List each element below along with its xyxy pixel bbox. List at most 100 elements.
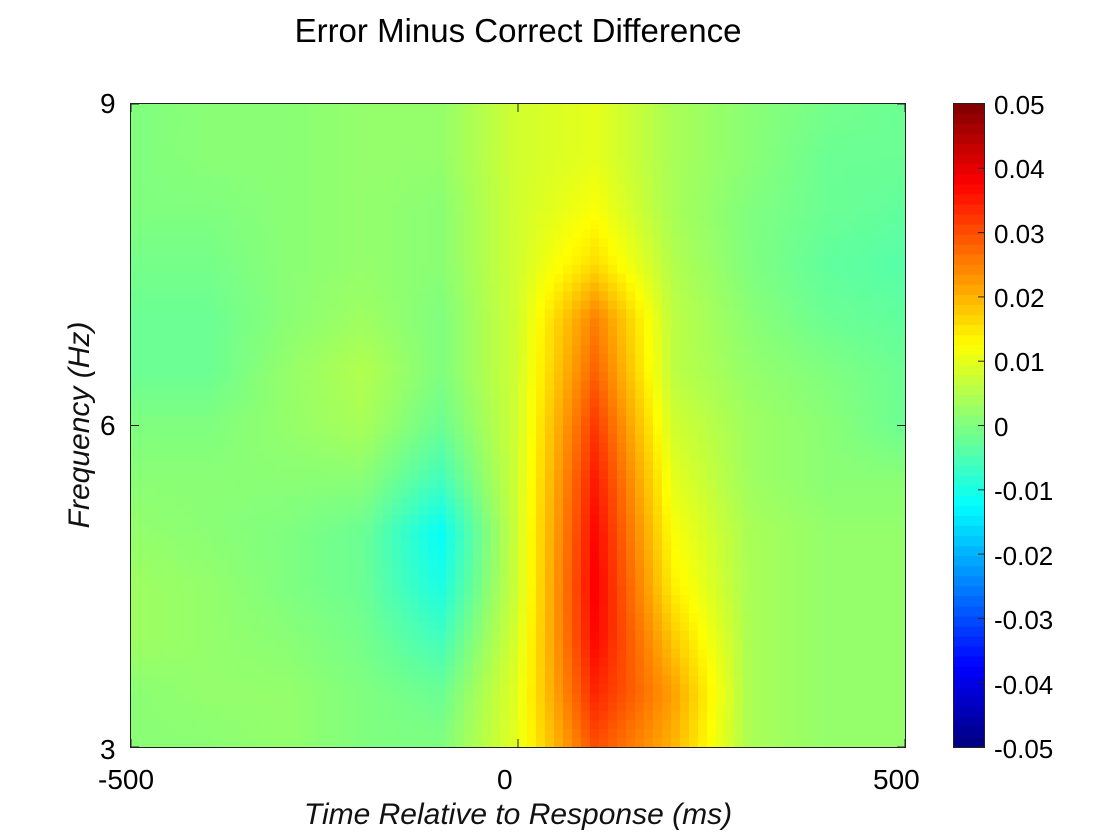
heatmap-cell	[680, 139, 690, 150]
heatmap-cell	[887, 300, 897, 310]
heatmap-cell	[473, 184, 483, 194]
heatmap-cell	[815, 130, 825, 141]
heatmap-cell	[392, 264, 402, 275]
heatmap-cell	[563, 327, 573, 337]
heatmap-cell	[383, 470, 393, 480]
heatmap-cell	[797, 434, 807, 444]
heatmap-cell	[338, 479, 348, 489]
heatmap-cell	[212, 229, 222, 239]
heatmap-cell	[842, 175, 852, 185]
heatmap-cell	[743, 273, 753, 284]
heatmap-cell	[257, 166, 267, 177]
heatmap-cell	[338, 595, 348, 605]
heatmap-cell	[716, 255, 726, 266]
heatmap-cell	[644, 496, 654, 507]
heatmap-cell	[365, 371, 375, 382]
heatmap-cell	[455, 354, 465, 364]
heatmap-cell	[860, 461, 870, 471]
heatmap-cell	[770, 104, 780, 114]
heatmap-cell	[401, 246, 411, 257]
heatmap-cell	[761, 398, 771, 409]
heatmap-cell	[185, 112, 195, 123]
heatmap-cell	[428, 380, 438, 391]
heatmap-cell	[590, 211, 600, 221]
heatmap-cell	[284, 434, 294, 444]
heatmap-cell	[599, 523, 609, 534]
heatmap-cell	[590, 443, 600, 453]
heatmap-cell	[887, 112, 897, 123]
heatmap-cell	[725, 398, 735, 409]
heatmap-cell	[473, 309, 483, 319]
heatmap-cell	[176, 479, 186, 489]
heatmap-cell	[149, 237, 159, 248]
heatmap-cell	[833, 175, 843, 185]
heatmap-cell	[365, 550, 375, 561]
heatmap-cell	[869, 398, 879, 409]
heatmap-cell	[626, 318, 636, 328]
heatmap-cell	[356, 202, 366, 212]
heatmap-cell	[473, 291, 483, 302]
heatmap-cell	[149, 371, 159, 382]
heatmap-cell	[590, 104, 600, 114]
heatmap-cell	[599, 246, 609, 257]
heatmap-cell	[221, 479, 231, 489]
heatmap-cell	[833, 577, 843, 587]
heatmap-cell	[833, 389, 843, 400]
heatmap-cell	[464, 229, 474, 239]
heatmap-cell	[131, 443, 141, 453]
heatmap-cell	[302, 389, 312, 400]
heatmap-cell	[464, 559, 474, 569]
heatmap-cell	[275, 407, 285, 418]
heatmap-cell	[482, 166, 492, 177]
heatmap-cell	[761, 586, 771, 596]
heatmap-cell	[761, 613, 771, 623]
heatmap-cell	[797, 139, 807, 150]
heatmap-cell	[374, 541, 384, 552]
heatmap-cell	[563, 255, 573, 266]
heatmap-cell	[662, 291, 672, 302]
heatmap-cell	[635, 577, 645, 587]
heatmap-cell	[392, 470, 402, 480]
heatmap-cell	[374, 237, 384, 248]
heatmap-cell	[347, 461, 357, 471]
heatmap-cell	[446, 148, 456, 159]
heatmap-cell	[734, 407, 744, 418]
heatmap-cell	[392, 148, 402, 159]
heatmap-cell	[392, 613, 402, 623]
heatmap-cell	[329, 559, 339, 569]
heatmap-cell	[545, 336, 555, 346]
heatmap-cell	[554, 354, 564, 364]
heatmap-cell	[131, 523, 141, 534]
heatmap-cell	[887, 523, 897, 534]
heatmap-cell	[275, 514, 285, 525]
heatmap-cell	[230, 345, 240, 355]
heatmap-cell	[887, 354, 897, 364]
heatmap-cell	[464, 577, 474, 587]
heatmap-cell	[887, 193, 897, 203]
heatmap-cell	[734, 604, 744, 614]
heatmap-cell	[608, 380, 618, 391]
heatmap-cell	[698, 398, 708, 409]
heatmap-cell	[212, 434, 222, 444]
heatmap-cell	[131, 148, 141, 159]
heatmap-cell	[770, 184, 780, 194]
heatmap-cell	[860, 470, 870, 480]
heatmap-cell	[698, 318, 708, 328]
heatmap-cell	[302, 488, 312, 498]
heatmap-cell	[833, 237, 843, 248]
heatmap-cell	[212, 121, 222, 132]
heatmap-cell	[392, 166, 402, 177]
heatmap-cell	[761, 532, 771, 543]
heatmap-cell	[779, 184, 789, 194]
heatmap-cell	[860, 130, 870, 141]
heatmap-cell	[878, 425, 888, 436]
heatmap-cell	[275, 148, 285, 159]
heatmap-cell	[869, 345, 879, 355]
heatmap-cell	[338, 220, 348, 230]
heatmap-cell	[194, 595, 204, 605]
heatmap-cell	[887, 291, 897, 302]
heatmap-cell	[392, 345, 402, 355]
heatmap-cell	[194, 541, 204, 552]
heatmap-cell	[833, 130, 843, 141]
heatmap-cell	[338, 148, 348, 159]
